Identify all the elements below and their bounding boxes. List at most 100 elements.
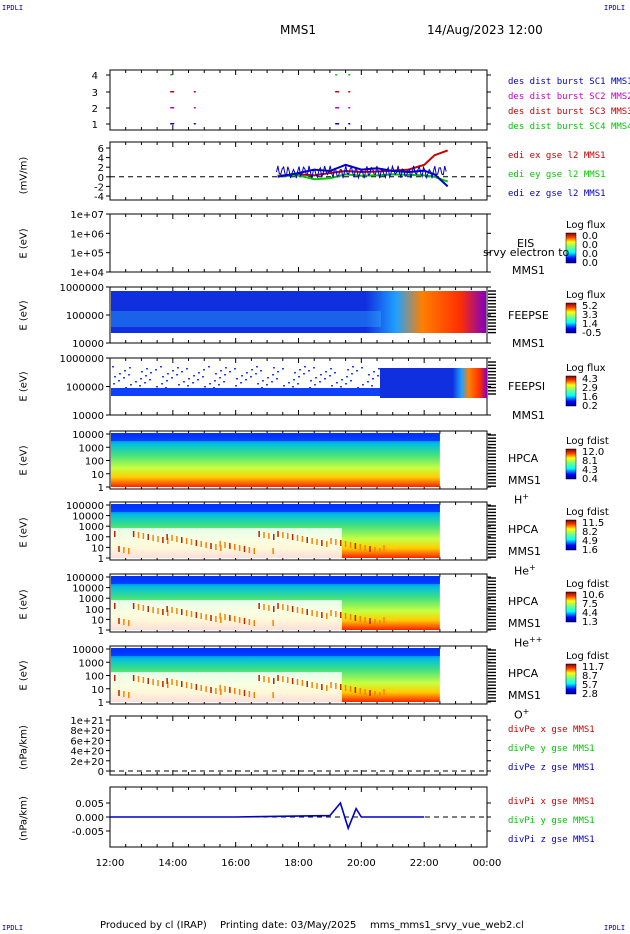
eis-ytick-label: 1e+04 — [70, 268, 104, 279]
hpca-o-speckle — [215, 688, 217, 694]
hpca-o-ytick-label: 1000 — [79, 658, 104, 669]
feepsi-speckle — [139, 385, 141, 387]
feepsi-speckle — [345, 383, 347, 385]
burst-mark — [348, 74, 351, 76]
feepsi-speckle — [172, 370, 174, 372]
burst-mark — [170, 91, 175, 93]
feepsi-speckle — [293, 379, 295, 381]
hpca-o-speckle — [258, 675, 260, 681]
hpca-hepp-speckle — [181, 609, 183, 615]
hpca-o-speckle — [114, 675, 116, 681]
hpca-hepp-speckle — [340, 612, 342, 618]
feepsi-speckle — [324, 378, 326, 380]
hpca-o-speckle — [190, 683, 193, 689]
corner-label-top-right: IPDLI — [604, 4, 626, 12]
feepsi-speckle — [135, 381, 137, 383]
burst-legend-3: des dist burst SC3 MMS3 — [508, 107, 630, 117]
hpca-o-speckle — [253, 692, 255, 698]
hpca-he-colorbar-tick: 11.5 — [582, 518, 604, 529]
feepsi-speckle — [145, 375, 147, 377]
hpca-he-speckle — [220, 545, 222, 551]
hpca-hepp-ytick-label: 100 — [85, 605, 104, 616]
hpca-hepp-speckle — [344, 613, 347, 619]
hpca-h-name: HPCA — [508, 452, 539, 465]
hpca-hepp-ytick-label: 10 — [91, 615, 104, 626]
hpca-he-speckle — [340, 540, 342, 546]
hpca-hepp-speckle — [152, 607, 154, 613]
hpca-hepp-colorbar-tick: 1.3 — [582, 617, 598, 628]
hpca-o-colorbar-tick: 2.8 — [582, 689, 598, 700]
feepsi-speckle — [220, 370, 222, 372]
feepsi-speckle — [351, 373, 353, 375]
hpca-he-speckle — [335, 539, 337, 545]
divpi-ytick-label: -0.005 — [72, 827, 104, 838]
burst-panel — [109, 69, 488, 131]
feepsi-speckle — [161, 383, 163, 385]
feepsi-speckle — [178, 384, 180, 386]
hpca-he-speckle — [258, 531, 260, 537]
hpca-hepp-speckle — [354, 615, 357, 621]
hpca-o-speckle — [316, 683, 318, 689]
hpca-hepp-speckle — [190, 611, 193, 617]
hpca-o-speckle — [374, 691, 376, 697]
feepsi-speckle — [352, 366, 354, 368]
efield-legend-2: edi ey gse l2 MMS1 — [508, 170, 606, 180]
feepsi-speckle — [246, 372, 248, 374]
feepsi-speckle — [313, 367, 315, 369]
hpca-he-speckle — [248, 547, 251, 553]
hpca-o-speckle — [195, 684, 198, 690]
burst-mark — [335, 91, 340, 93]
burst-ytick-label: 3 — [92, 88, 98, 99]
eis-colorbar-tick: 0.0 — [582, 249, 598, 260]
efield-ytick-label: 4 — [98, 154, 104, 165]
divpe-panel — [109, 715, 488, 776]
eis-colorbar — [565, 232, 577, 264]
hpca-o-speckle — [340, 684, 342, 690]
feepsi-speckle — [257, 383, 259, 385]
hpca-h-colorbar-tick: 0.4 — [582, 474, 598, 485]
hpca-hepp-speckle — [311, 610, 313, 616]
feepsi-speckle — [155, 369, 157, 371]
divpe-ytick-label: 4e+20 — [70, 747, 104, 758]
feepsi-speckle — [367, 381, 369, 383]
efield-series-3 — [277, 163, 449, 188]
hpca-he-name: HPCA — [508, 523, 539, 536]
time-tick-label: 14:00 — [158, 858, 187, 869]
hpca-hepp-speckle — [166, 606, 168, 612]
hpca-h-colorbar-title: Log fdist — [566, 436, 609, 447]
hpca-o-speckle — [205, 686, 207, 692]
feepsi-speckle — [223, 381, 225, 383]
hpca-he-speckle — [296, 535, 299, 541]
hpca-hepp-speckle — [220, 617, 222, 623]
hpca-he-speckle — [349, 542, 352, 548]
hpca-he-colorbar-tick: 4.9 — [582, 536, 598, 547]
burst-mark — [193, 123, 196, 125]
hpca-he-speckle — [210, 543, 212, 549]
hpca-hepp-species: He++ — [514, 635, 543, 650]
hpca-he-speckle — [268, 533, 270, 539]
hpca-hepp-speckle — [253, 620, 255, 626]
burst-ytick-label: 1 — [92, 120, 98, 131]
feepsi-ytick-label: 1000000 — [59, 354, 104, 365]
feepsi-speckle — [283, 385, 285, 387]
feepsi-speckle — [255, 373, 257, 375]
hpca-o-speckle — [326, 685, 328, 691]
hpca-o-speckle — [301, 680, 304, 686]
hpca-he-speckle — [234, 544, 236, 550]
burst-mark — [193, 91, 196, 93]
feepsi-speckle — [140, 378, 142, 380]
feepsi-speckle — [261, 387, 263, 389]
hpca-o-speckle — [147, 678, 149, 684]
hpca-o-colorbar-tick: 8.7 — [582, 671, 598, 682]
hpca-he-speckle — [383, 545, 385, 551]
efield-ytick-label: 6 — [98, 144, 104, 155]
divpe-legend-3: divPe z gse MMS1 — [508, 763, 595, 773]
hpca-hepp-speckle — [200, 613, 202, 619]
feepsi-colorbar — [565, 375, 577, 407]
hpca-o-speckle — [277, 675, 279, 681]
hpca-o-speckle — [291, 678, 294, 684]
feepsi-speckle — [362, 384, 364, 386]
burst-mark — [348, 107, 351, 109]
feepsi-speckle — [272, 374, 274, 376]
hpca-he-speckle — [157, 536, 159, 542]
